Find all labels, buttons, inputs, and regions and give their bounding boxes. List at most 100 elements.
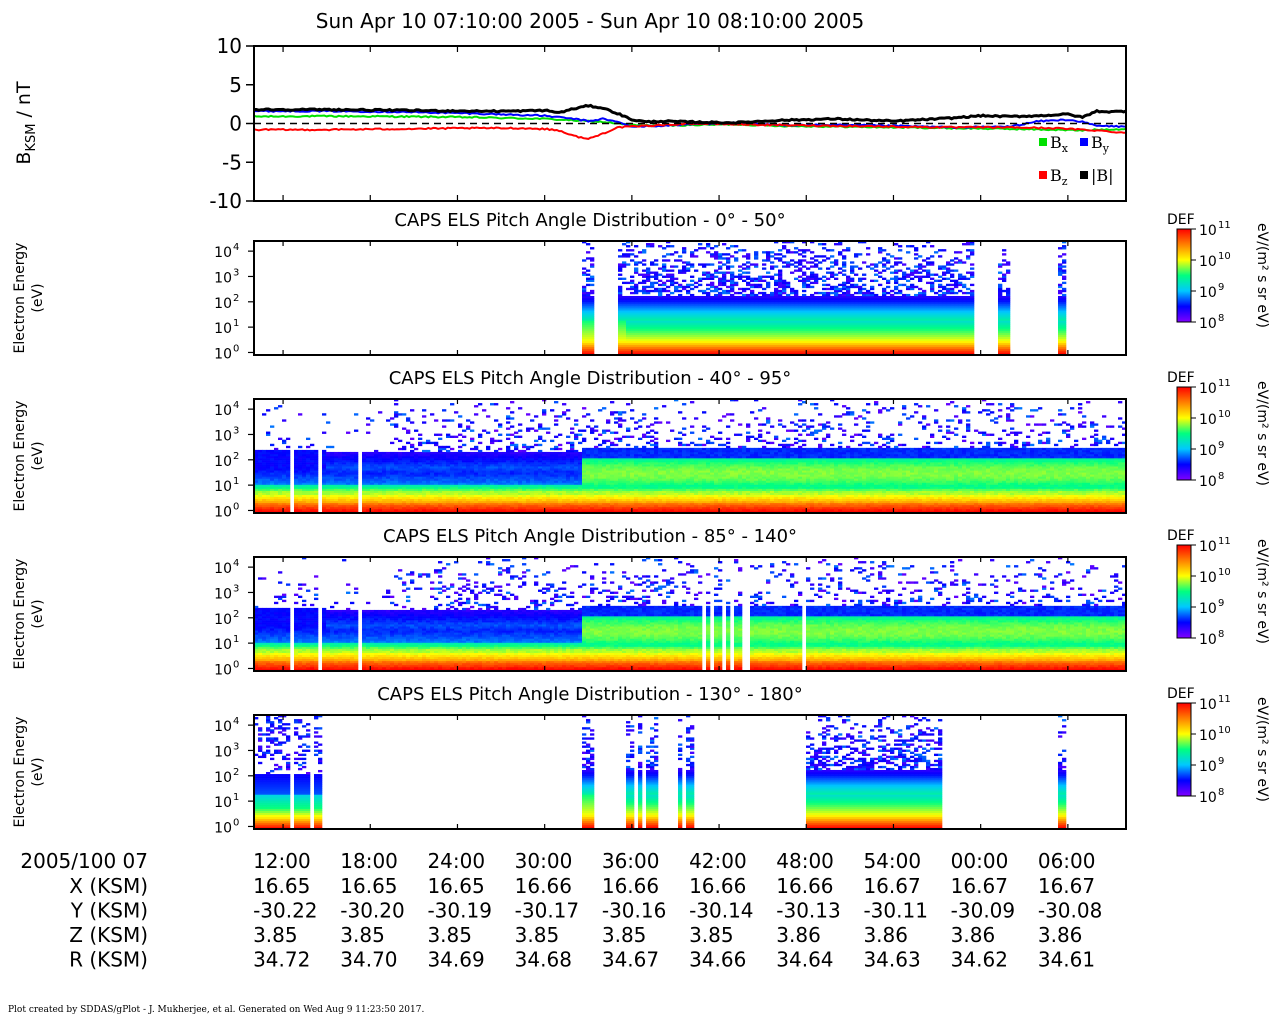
- heatmap-cell: [790, 298, 794, 300]
- heatmap-cell: [918, 306, 922, 308]
- heatmap-cell: [310, 472, 314, 474]
- heatmap-cell: [658, 345, 662, 347]
- heatmap-cell: [630, 306, 634, 308]
- heatmap-cell: [802, 335, 806, 337]
- heatmap-cell: [294, 503, 298, 505]
- heatmap-cell: [670, 345, 674, 347]
- heatmap-cell: [634, 288, 638, 290]
- heatmap-cell: [762, 294, 766, 296]
- heatmap-cell: [806, 320, 810, 322]
- heatmap-cell: [878, 318, 882, 320]
- heatmap-cell: [790, 339, 794, 341]
- heatmap-cell: [858, 280, 862, 282]
- heatmap-cell: [382, 509, 386, 511]
- heatmap-cell: [726, 300, 730, 302]
- heatmap-cell: [350, 493, 354, 495]
- heatmap-cell: [626, 318, 630, 320]
- heatmap-cell: [738, 324, 742, 326]
- heatmap-cell: [818, 333, 822, 335]
- heatmap-cell: [802, 347, 806, 349]
- heatmap-cell: [914, 314, 918, 316]
- heatmap-cell: [966, 298, 970, 300]
- heatmap-cell: [774, 298, 778, 300]
- heatmap-cell: [726, 296, 730, 298]
- heatmap-cell: [822, 292, 826, 294]
- heatmap-cell: [894, 304, 898, 306]
- heatmap-cell: [398, 505, 402, 507]
- heatmap-cell: [854, 316, 858, 318]
- heatmap-cell: [386, 501, 390, 503]
- heatmap-cell: [886, 308, 890, 310]
- heatmap-cell: [798, 331, 802, 333]
- heatmap-cell: [674, 265, 678, 267]
- heatmap-cell: [930, 322, 934, 324]
- heatmap-cell: [882, 304, 886, 306]
- heatmap-cell: [654, 272, 658, 274]
- heatmap-cell: [902, 349, 906, 351]
- heatmap-cell: [746, 312, 750, 314]
- heatmap-cell: [710, 341, 714, 343]
- heatmap-cell: [630, 310, 634, 312]
- heatmap-cell: [342, 507, 346, 509]
- heatmap-cell: [718, 310, 722, 312]
- heatmap-cell: [346, 491, 350, 493]
- heatmap-cell: [858, 304, 862, 306]
- heatmap-cell: [966, 306, 970, 308]
- heatmap-cell: [714, 294, 718, 296]
- heatmap-cell: [850, 320, 854, 322]
- heatmap-cell: [934, 306, 938, 308]
- heatmap-cell: [394, 485, 398, 487]
- heatmap-cell: [650, 306, 654, 308]
- heatmap-cell: [734, 351, 738, 353]
- heatmap-cell: [294, 478, 298, 480]
- heatmap-cell: [270, 505, 274, 507]
- heatmap-cell: [354, 454, 358, 456]
- heatmap-cell: [638, 261, 642, 263]
- heatmap-cell: [346, 452, 350, 454]
- heatmap-cell: [638, 327, 642, 329]
- heatmap-cell: [810, 347, 814, 349]
- heatmap-cell: [942, 267, 946, 269]
- heatmap-cell: [626, 341, 630, 343]
- heatmap-cell: [886, 347, 890, 349]
- heatmap-cell: [394, 499, 398, 501]
- heatmap-cell: [666, 314, 670, 316]
- heatmap-cell: [746, 306, 750, 308]
- heatmap-cell: [926, 302, 930, 304]
- heatmap-cell: [794, 339, 798, 341]
- heatmap-cell: [830, 274, 834, 276]
- heatmap-cell: [890, 341, 894, 343]
- heatmap-cell: [810, 329, 814, 331]
- heatmap-cell: [730, 339, 734, 341]
- heatmap-cell: [742, 306, 746, 308]
- heatmap-cell: [730, 306, 734, 308]
- heatmap-cell: [782, 345, 786, 347]
- heatmap-cell: [834, 333, 838, 335]
- heatmap-cell: [730, 347, 734, 349]
- heatmap-cell: [838, 347, 842, 349]
- heatmap-cell: [666, 270, 670, 272]
- heatmap-cell: [686, 337, 690, 339]
- heatmap-cell: [890, 304, 894, 306]
- heatmap-cell: [342, 497, 346, 499]
- heatmap-cell: [630, 324, 634, 326]
- heatmap-cell: [898, 306, 902, 308]
- heatmap-cell: [694, 347, 698, 349]
- heatmap-cell: [774, 329, 778, 331]
- heatmap-cell: [618, 347, 622, 349]
- heatmap-cell: [666, 324, 670, 326]
- heatmap-cell: [798, 276, 802, 278]
- heatmap-cell: [862, 296, 866, 298]
- heatmap-cell: [394, 423, 398, 425]
- heatmap-cell: [970, 341, 974, 343]
- heatmap-cell: [914, 276, 918, 278]
- heatmap-cell: [854, 320, 858, 322]
- heatmap-cell: [934, 308, 938, 310]
- heatmap-cell: [742, 335, 746, 337]
- heatmap-cell: [918, 276, 922, 278]
- heatmap-cell: [586, 322, 590, 324]
- heatmap-cell: [954, 292, 958, 294]
- heatmap-cell: [338, 462, 342, 464]
- heatmap-cell: [670, 245, 674, 247]
- heatmap-cell: [262, 501, 266, 503]
